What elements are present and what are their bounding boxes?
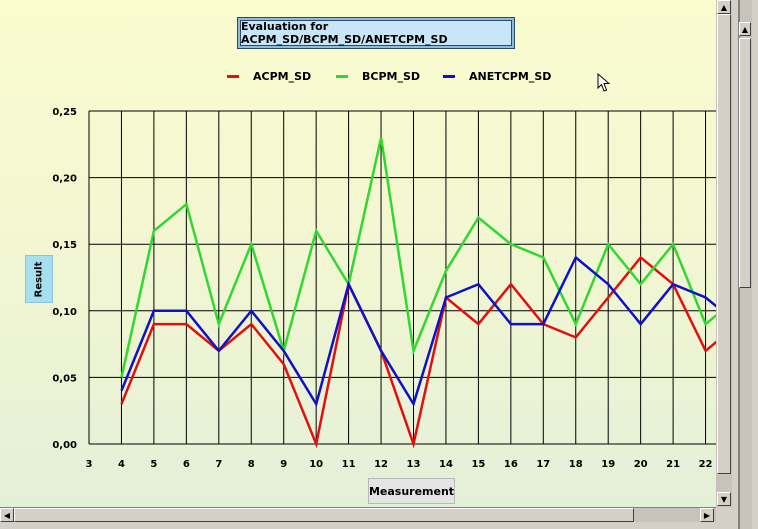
x-tick-label: 3	[86, 459, 93, 470]
series-line-anetcpm-sd	[120, 255, 716, 408]
vertical-scroll-thumb[interactable]	[717, 14, 731, 474]
x-tick-label: 13	[407, 459, 421, 470]
x-tick-label: 14	[439, 459, 453, 470]
x-tick-label: 19	[601, 459, 615, 470]
y-tick-label: 0,25	[52, 107, 77, 118]
series-line-bcpm-sd	[120, 137, 716, 378]
x-tick-label: 18	[569, 459, 583, 470]
chart-background	[0, 0, 716, 507]
outer-scroll-up-icon[interactable]: ▲	[739, 22, 751, 36]
x-axis-label-box: Measurement	[368, 478, 455, 504]
legend-swatch-bcpm	[336, 75, 348, 78]
y-axis-label: Result	[33, 261, 45, 297]
legend-label-bcpm: BCPM_SD	[362, 70, 421, 83]
x-tick-label: 20	[634, 459, 648, 470]
x-tick-label: 5	[150, 459, 157, 470]
legend-label-acpm: ACPM_SD	[253, 70, 312, 83]
y-tick-label: 0,15	[52, 240, 77, 251]
x-tick-label: 8	[248, 459, 255, 470]
grid-lines	[88, 110, 716, 445]
y-tick-labels: 0,00 0,05 0,10 0,15 0,20 0,25	[52, 107, 77, 451]
x-tick-label: 7	[215, 459, 222, 470]
legend-label-anetcpm: ANETCPM_SD	[469, 70, 552, 83]
legend-swatch-anetcpm	[443, 75, 455, 78]
outer-scroll-thumb[interactable]	[739, 38, 751, 288]
x-tick-label: 10	[309, 459, 323, 470]
y-tick-label: 0,05	[52, 373, 77, 384]
chart-title-box: Evaluation for ACPM_SD/BCPM_SD/ANETCPM_S…	[237, 17, 515, 49]
y-tick-label: 0,00	[52, 440, 77, 451]
scroll-up-icon[interactable]: ▲	[717, 0, 731, 14]
x-tick-label: 15	[471, 459, 485, 470]
x-tick-label: 4	[118, 459, 125, 470]
legend-swatch-acpm	[227, 75, 239, 78]
chart-title: Evaluation for ACPM_SD/BCPM_SD/ANETCPM_S…	[240, 20, 512, 46]
x-tick-label: 11	[342, 459, 356, 470]
x-tick-label: 12	[374, 459, 388, 470]
x-tick-label: 22	[699, 459, 713, 470]
y-tick-label: 0,10	[52, 307, 77, 318]
legend-item-acpm: ACPM_SD	[227, 70, 311, 83]
y-tick-label: 0,20	[52, 174, 77, 185]
x-tick-labels: 3 4 5 6 7 8 9 10 11 12 13 14 15 16 17 18 19 20 21 22	[86, 459, 713, 470]
scroll-right-icon[interactable]: ▶	[700, 508, 714, 522]
legend-item-bcpm: BCPM_SD	[336, 70, 420, 83]
outer-vertical-scrollbar[interactable]: ▲	[738, 0, 752, 529]
mouse-pointer-icon	[597, 73, 611, 92]
x-tick-label: 9	[280, 459, 287, 470]
series-line-acpm-sd	[120, 255, 716, 449]
vertical-scrollbar[interactable]: ▲ ▼	[716, 0, 732, 507]
y-axis-label-box: Result	[25, 255, 53, 303]
scroll-down-icon[interactable]: ▼	[717, 492, 731, 506]
legend-item-anetcpm: ANETCPM_SD	[443, 70, 551, 83]
scroll-left-icon[interactable]: ◀	[0, 508, 14, 522]
series-lines	[120, 137, 716, 449]
horizontal-scrollbar[interactable]: ◀ ▶	[0, 507, 716, 522]
x-tick-label: 6	[183, 459, 190, 470]
x-tick-label: 17	[536, 459, 550, 470]
horizontal-scroll-thumb[interactable]	[14, 508, 634, 522]
line-chart: 0,00 0,05 0,10 0,15 0,20 0,25 3 4 5 6 7 8 9 10 11 12 13…	[52, 107, 716, 470]
x-tick-label: 21	[666, 459, 680, 470]
x-tick-label: 16	[504, 459, 518, 470]
x-axis-label: Measurement	[368, 484, 455, 498]
